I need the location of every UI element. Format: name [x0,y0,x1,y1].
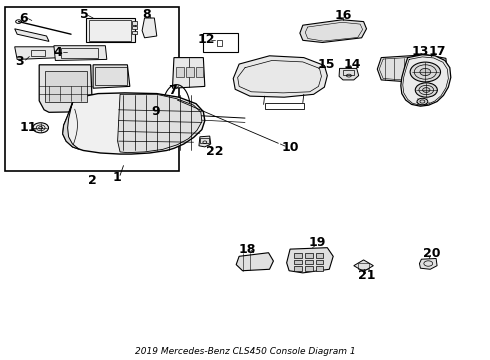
Bar [62,48,98,58]
Polygon shape [233,56,327,97]
Polygon shape [63,93,205,154]
Polygon shape [199,136,211,147]
Text: 16: 16 [334,9,352,22]
Text: 6: 6 [19,12,28,24]
Bar [305,266,313,271]
Polygon shape [419,258,437,269]
Text: 19: 19 [309,237,326,249]
Ellipse shape [420,68,431,76]
Bar [89,20,131,41]
Bar [316,253,323,258]
Bar [305,253,313,258]
Ellipse shape [410,62,441,82]
Text: 2: 2 [88,174,96,186]
Bar [217,40,222,46]
Bar [316,260,323,264]
Bar [203,33,238,52]
Bar [294,266,302,271]
Polygon shape [300,20,367,42]
Bar [31,50,45,56]
Bar [132,31,137,34]
Text: 2019 Mercedes-Benz CLS450 Console Diagram 1: 2019 Mercedes-Benz CLS450 Console Diagra… [135,346,355,356]
Polygon shape [377,55,447,83]
Polygon shape [15,47,61,59]
Bar [132,26,137,29]
Text: 4: 4 [53,46,62,59]
Text: 13: 13 [412,45,429,58]
Bar [358,263,369,269]
Text: 1: 1 [112,171,121,184]
Text: 15: 15 [317,58,335,71]
Polygon shape [401,55,451,106]
Bar [305,260,313,264]
Polygon shape [172,58,205,88]
Polygon shape [215,38,224,48]
Polygon shape [339,68,359,80]
Text: 14: 14 [343,58,361,71]
Text: 7: 7 [169,84,177,96]
Polygon shape [287,248,333,273]
Ellipse shape [33,123,49,133]
Ellipse shape [39,126,43,129]
Bar [196,67,203,77]
Polygon shape [54,46,107,60]
Text: 3: 3 [15,55,24,68]
Ellipse shape [422,88,430,92]
Polygon shape [39,65,93,112]
Text: 10: 10 [281,141,299,154]
Text: 11: 11 [20,121,37,134]
Bar [132,21,137,24]
Text: 8: 8 [143,8,151,21]
Bar [316,266,323,271]
Bar [294,253,302,258]
Bar [265,103,304,109]
Text: 18: 18 [239,243,256,256]
Polygon shape [63,103,79,149]
Bar [294,260,302,264]
Text: 5: 5 [80,8,89,21]
Polygon shape [354,260,373,271]
Bar [5,7,179,171]
Polygon shape [118,94,202,153]
Bar [45,71,87,102]
Text: 9: 9 [151,105,160,118]
Polygon shape [93,65,130,88]
Text: 21: 21 [358,269,375,282]
Bar [200,138,209,143]
Text: 12: 12 [198,33,216,46]
Bar [176,67,184,77]
Ellipse shape [417,98,428,105]
Polygon shape [236,253,273,271]
Polygon shape [142,18,157,38]
Bar [186,67,194,77]
Text: 22: 22 [206,145,223,158]
Text: 20: 20 [423,247,441,260]
Text: 17: 17 [428,45,446,58]
Ellipse shape [416,83,437,97]
Bar [95,67,127,85]
Bar [343,70,354,75]
Polygon shape [15,29,49,41]
Polygon shape [86,18,135,42]
